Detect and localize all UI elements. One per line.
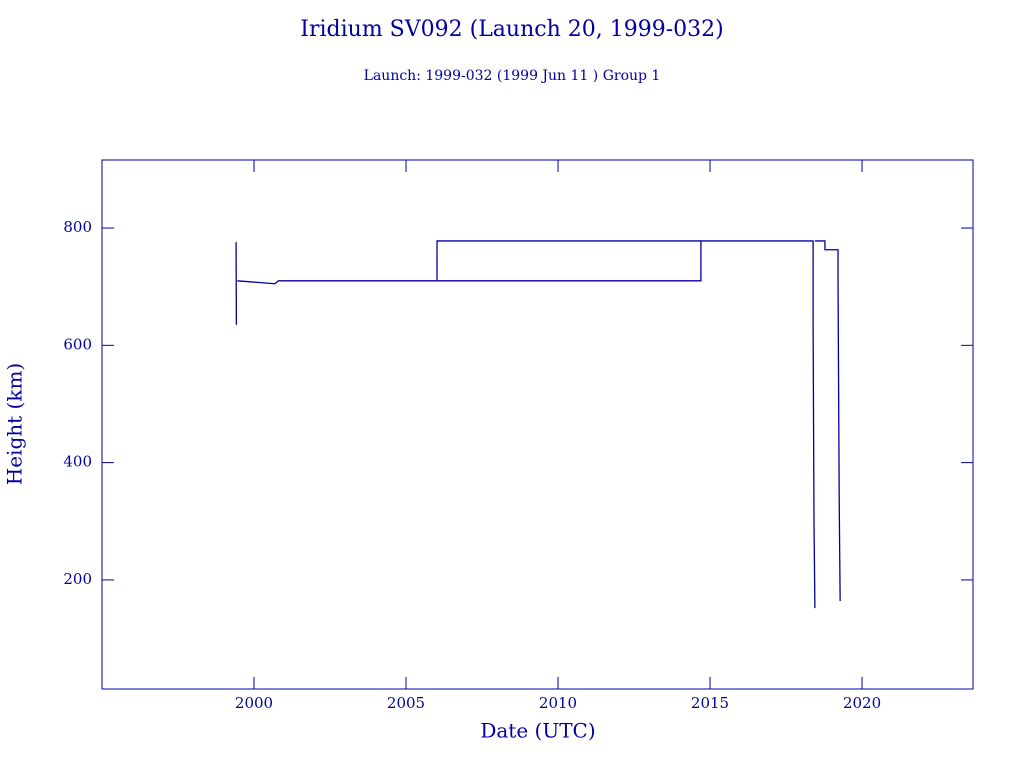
y-tick-label: 400 [63, 453, 92, 471]
x-tick-label: 2000 [235, 694, 273, 712]
y-axis-label: Height (km) [3, 363, 27, 485]
x-tick-label: 2020 [843, 694, 881, 712]
x-tick-label: 2015 [691, 694, 729, 712]
x-axis-label: Date (UTC) [480, 719, 595, 743]
x-tick-label: 2010 [539, 694, 577, 712]
plot-frame [101, 159, 974, 690]
x-tick-label: 2005 [387, 694, 425, 712]
y-tick-label: 200 [63, 570, 92, 588]
data-line [235, 240, 841, 609]
chart-title: Iridium SV092 (Launch 20, 1999-032) [300, 17, 723, 42]
y-tick-label: 600 [63, 335, 92, 353]
chart-subtitle: Launch: 1999-032 (1999 Jun 11 ) Group 1 [364, 68, 661, 84]
y-tick-label: 800 [63, 218, 92, 236]
